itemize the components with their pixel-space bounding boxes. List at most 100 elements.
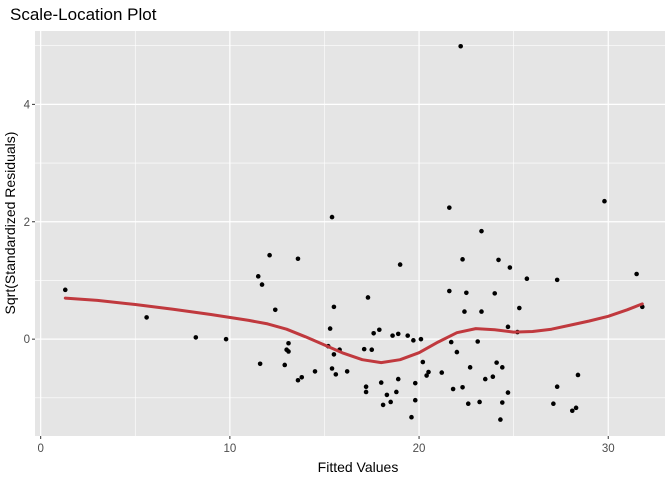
data-point [409,414,414,420]
data-point [412,397,418,403]
data-point [344,369,350,374]
data-point [482,376,488,382]
data-point [312,369,318,374]
data-point [492,291,498,296]
data-point [361,346,367,352]
data-point [467,365,473,370]
data-point [554,384,560,389]
data-point [371,330,376,336]
data-point [369,347,375,353]
data-point [331,352,337,357]
data-point [551,401,556,407]
data-point [475,339,481,344]
data-point [377,327,382,333]
data-point [223,336,229,342]
data-point [394,389,399,395]
data-point [267,252,272,258]
data-points [62,43,645,422]
minor-gridlines [35,31,665,436]
data-point [460,257,465,262]
data-point [499,365,505,370]
data-point [490,374,496,380]
data-point [384,392,390,398]
major-gridlines [35,31,665,436]
data-point [573,405,579,411]
data-point [329,214,335,220]
chart-title: Scale-Location Plot [10,5,157,24]
x-tick-label: 30 [602,443,615,455]
y-axis-label: Sqrt(Standardized Residuals) [2,132,18,315]
data-point [426,369,431,375]
data-point [505,390,511,395]
data-point [418,336,424,342]
data-point [378,380,384,385]
axis-ticks: 0 10 20 30 0 2 4 [24,99,615,455]
data-point [479,228,484,234]
data-point [259,282,265,287]
data-point [505,324,511,330]
data-point [575,372,581,378]
data-point [602,198,607,204]
data-point [412,380,418,386]
data-point [395,331,401,337]
y-tick-label: 4 [24,99,31,111]
data-point [295,377,301,383]
data-point [272,307,278,313]
data-point [255,274,261,279]
y-tick-label: 0 [24,334,30,346]
data-point [390,333,395,338]
data-point [462,309,467,314]
x-tick-label: 10 [223,443,236,455]
data-point [405,333,411,338]
data-point [450,386,456,392]
data-point [295,256,301,262]
data-point [365,295,371,300]
data-point [464,290,469,296]
data-point [144,315,149,320]
x-tick-label: 20 [413,443,426,455]
data-point [395,376,401,382]
data-point [554,277,560,283]
data-point [458,43,463,49]
data-point [634,271,639,277]
data-point [447,205,452,210]
data-point [496,257,501,263]
data-point [424,373,429,378]
data-point [388,399,393,405]
data-point [286,349,291,354]
data-point [327,326,333,331]
data-point [333,372,339,377]
data-point [329,366,335,371]
data-point [411,338,416,343]
data-point [62,287,68,293]
data-point [299,375,305,380]
smooth-trend-line [63,296,644,365]
data-point [569,408,575,414]
data-point [494,360,499,365]
data-point [286,340,291,346]
y-tick-label: 2 [24,217,30,229]
data-point [498,417,503,422]
data-point [517,305,522,311]
x-axis-label: Fitted Values [318,459,399,475]
data-point [507,265,513,270]
data-point [454,349,460,355]
data-point [465,401,471,407]
data-point [380,402,386,408]
data-point [282,362,288,368]
data-point [460,384,465,390]
data-point [439,370,445,375]
data-point [499,400,505,405]
data-point [524,276,530,281]
data-point [331,304,337,310]
data-point [420,359,426,365]
data-point [257,361,263,367]
data-point [447,288,452,294]
data-point [193,335,199,340]
data-point [477,399,482,405]
data-point [363,384,369,389]
data-point [397,262,403,267]
data-point [448,339,454,345]
plot-panel [35,31,665,436]
